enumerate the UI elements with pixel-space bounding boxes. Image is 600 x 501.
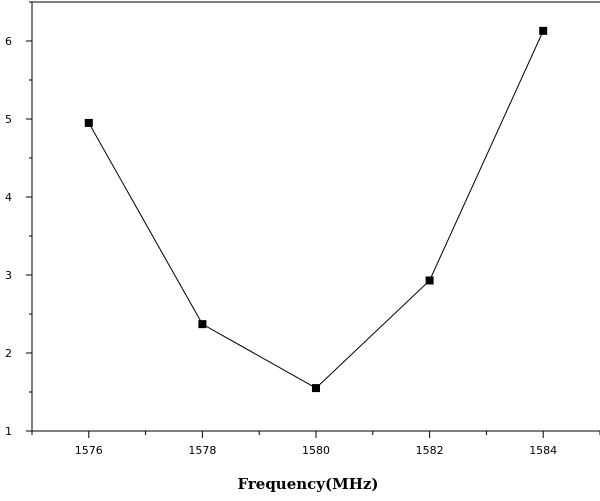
x-tick-label: 1582 — [416, 444, 444, 457]
x-tick-label: 1576 — [75, 444, 103, 457]
data-point-marker — [312, 384, 320, 393]
y-tick-label: 3 — [5, 269, 12, 282]
data-point-marker — [198, 320, 207, 329]
x-tick-label: 1578 — [188, 444, 216, 457]
series-line — [88, 30, 544, 389]
x-axis-label: Frequency(MHz) — [237, 475, 378, 493]
data-point-marker — [539, 26, 548, 35]
data-point-marker — [425, 276, 434, 285]
x-tick-label: 1584 — [529, 444, 557, 457]
y-tick-label: 6 — [5, 35, 12, 48]
y-tick-label: 4 — [5, 191, 12, 204]
series-group — [84, 26, 548, 393]
data-point-marker — [84, 118, 93, 127]
x-tick-label: 1580 — [302, 444, 330, 457]
axes: 1576 1578 1580 1582 1584 1 2 3 4 5 6 — [5, 1, 600, 457]
y-tick-label: 2 — [5, 347, 12, 360]
y-tick-label: 5 — [5, 113, 12, 126]
y-tick-label: 1 — [5, 425, 12, 438]
